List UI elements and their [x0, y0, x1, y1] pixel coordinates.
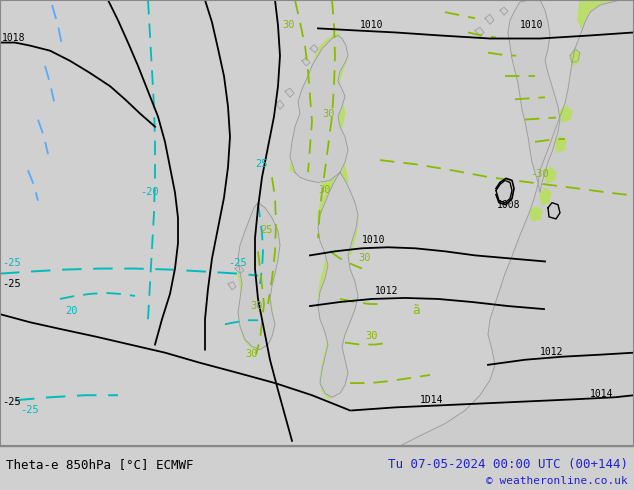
Text: 1010: 1010: [362, 235, 385, 245]
Text: ã: ã: [412, 304, 420, 317]
Polygon shape: [570, 49, 580, 63]
Polygon shape: [302, 58, 310, 66]
Polygon shape: [238, 203, 280, 350]
Polygon shape: [548, 203, 560, 219]
Text: -25: -25: [2, 397, 21, 407]
Text: 1018: 1018: [2, 32, 25, 43]
Text: -25: -25: [2, 258, 21, 268]
Polygon shape: [570, 49, 580, 65]
Text: -30: -30: [530, 170, 549, 179]
Text: 1010: 1010: [360, 21, 384, 30]
Text: Theta-e 850hPa [°C] ECMWF: Theta-e 850hPa [°C] ECMWF: [6, 458, 194, 471]
Text: 1008: 1008: [497, 200, 521, 210]
Polygon shape: [235, 266, 244, 273]
Text: 1010: 1010: [520, 21, 543, 30]
Polygon shape: [318, 172, 358, 397]
Text: 30: 30: [318, 185, 330, 195]
Polygon shape: [496, 180, 512, 203]
Polygon shape: [530, 207, 542, 221]
Text: 1012: 1012: [375, 286, 399, 296]
Text: 30: 30: [322, 109, 335, 119]
Polygon shape: [290, 35, 348, 182]
Text: -25: -25: [20, 405, 39, 416]
Polygon shape: [276, 100, 284, 109]
Text: 1014: 1014: [590, 389, 614, 399]
Text: 20: 20: [65, 306, 77, 316]
Text: -25: -25: [228, 258, 247, 268]
Polygon shape: [500, 7, 508, 15]
Text: Tu 07-05-2024 00:00 UTC (00+144): Tu 07-05-2024 00:00 UTC (00+144): [387, 458, 628, 471]
Polygon shape: [545, 167, 556, 182]
Polygon shape: [578, 0, 634, 81]
Polygon shape: [508, 0, 560, 193]
Polygon shape: [485, 14, 494, 24]
Polygon shape: [475, 27, 484, 36]
Text: 1D14: 1D14: [420, 395, 444, 405]
Polygon shape: [228, 282, 236, 290]
Text: © weatheronline.co.uk: © weatheronline.co.uk: [486, 476, 628, 487]
Text: 30: 30: [245, 349, 257, 359]
Text: 30: 30: [250, 301, 262, 311]
Polygon shape: [540, 189, 551, 205]
Polygon shape: [238, 203, 280, 350]
Text: -25: -25: [2, 279, 21, 289]
Polygon shape: [400, 0, 634, 446]
Polygon shape: [555, 137, 566, 152]
Text: -20: -20: [140, 187, 158, 196]
Text: 25: 25: [260, 225, 273, 235]
Text: 25: 25: [255, 159, 268, 169]
Polygon shape: [318, 172, 358, 398]
Polygon shape: [290, 33, 348, 213]
Text: 30: 30: [282, 21, 295, 30]
Text: 30: 30: [365, 332, 377, 342]
Polygon shape: [560, 106, 572, 122]
Text: 1012: 1012: [540, 347, 564, 357]
Polygon shape: [310, 45, 318, 53]
Text: 30: 30: [358, 253, 370, 264]
Polygon shape: [285, 88, 294, 98]
